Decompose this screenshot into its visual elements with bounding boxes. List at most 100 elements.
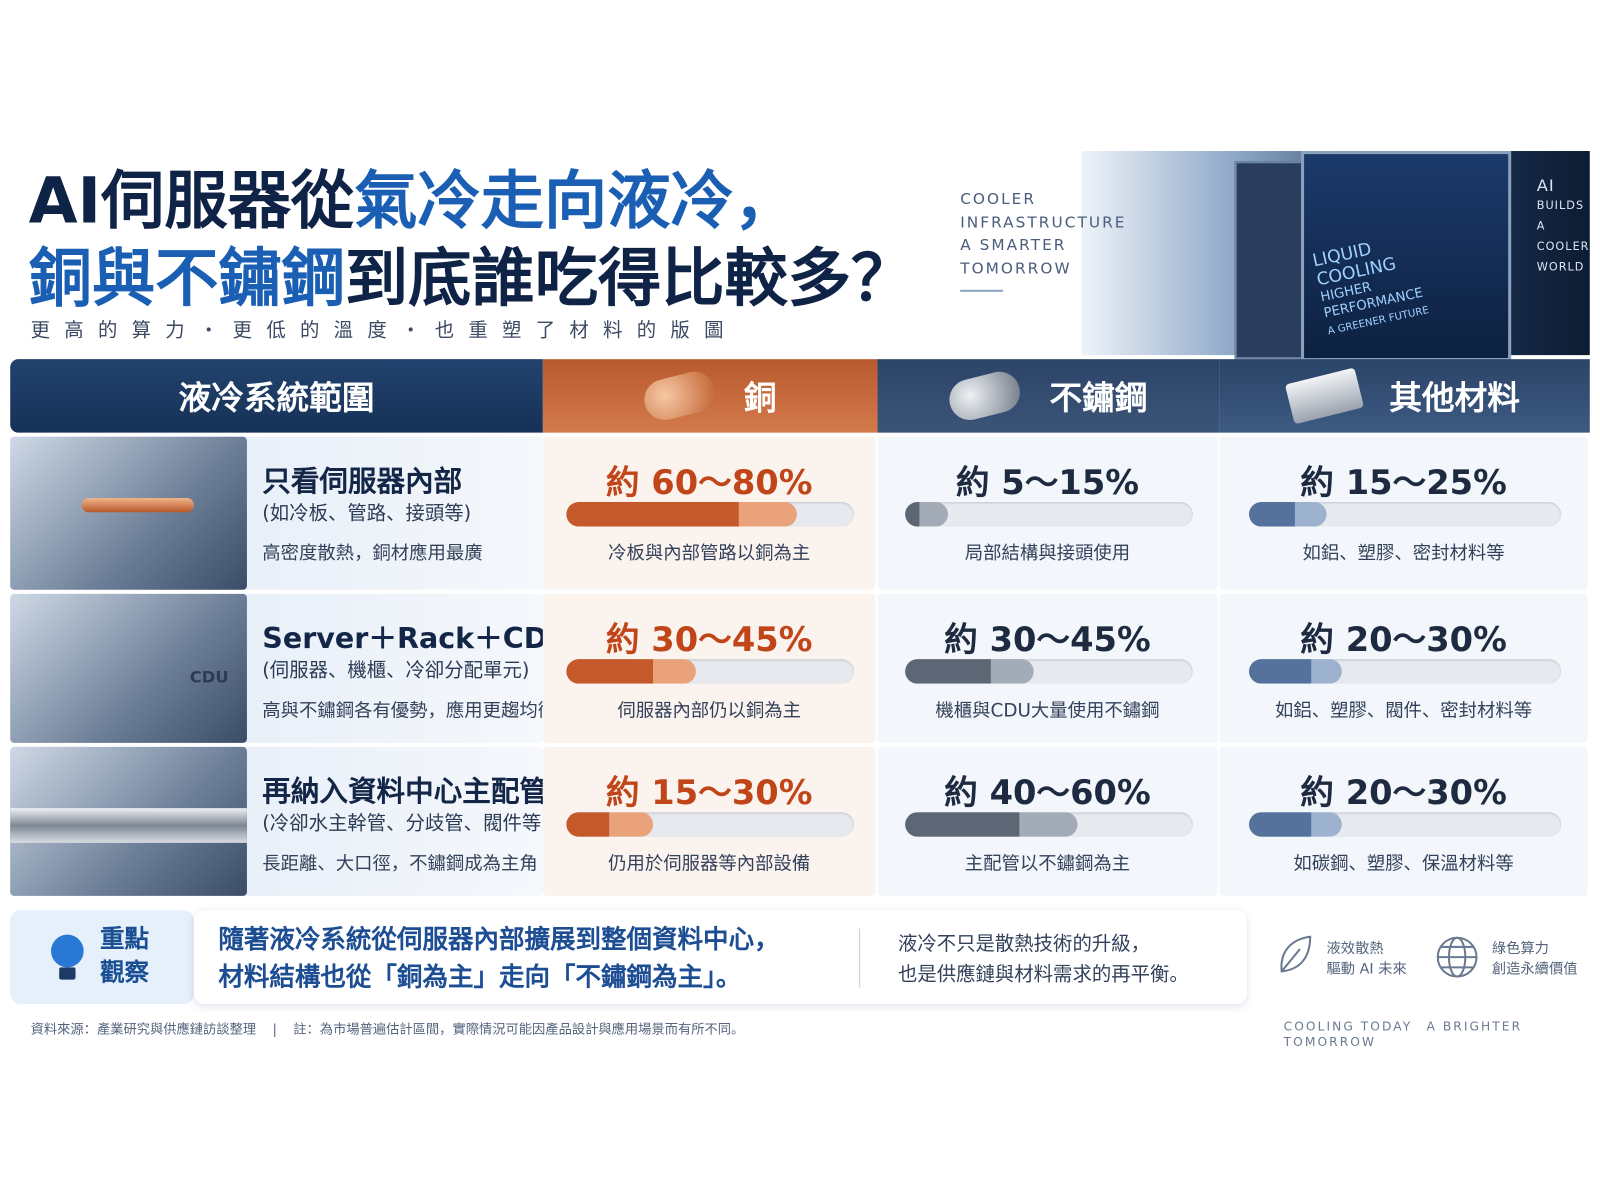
leaf-icon — [1280, 935, 1312, 973]
material-icon — [1285, 367, 1365, 425]
row-desc: 高密度散熱，銅材應用最廣 — [262, 542, 483, 565]
bar-track — [904, 812, 1193, 837]
badge-line: 觀察 — [99, 958, 149, 987]
title-highlight: 銅與不鏽鋼 — [28, 240, 345, 316]
row-name: Server＋Rack＋CDU — [262, 621, 571, 656]
corner-line: WORLD — [1536, 260, 1585, 274]
copper-pipe — [81, 497, 194, 513]
footer-tagline: COOLING TODAY A BRIGHTER TOMORROW — [1283, 1019, 1523, 1049]
bar-track — [904, 659, 1193, 684]
bar-low — [1248, 659, 1311, 684]
range-label: 約 20～30% — [1300, 772, 1507, 813]
screen-text: LIQUID COOLING HIGHER PERFORMANCE A GREENER … — [1311, 231, 1431, 341]
range-label: 約 20～30% — [1300, 619, 1507, 660]
bar-track — [566, 812, 855, 837]
cell: 約 20～30% 如碳鋼、塑膠、保溫材料等 — [1219, 746, 1588, 896]
title-text: 到底誰吃得比較多？ — [344, 240, 915, 316]
tagline-line: TOMORROW — [960, 258, 1072, 278]
bar-track — [1248, 812, 1561, 837]
row-desc: 長距離、大口徑，不鏽鋼成為主角 — [262, 853, 538, 875]
bar-low — [566, 812, 610, 837]
bulb-icon — [51, 934, 84, 980]
title-line2: 銅與不鏽鋼到底誰吃得比較多？ — [29, 241, 915, 317]
range-label: 約 30～45% — [944, 619, 1151, 660]
corner-line: BUILDS — [1536, 198, 1585, 213]
steel-pipe — [10, 808, 247, 843]
cell: 約 30～45% 伺服器內部仍以銅為主 — [542, 593, 876, 743]
cell: 約 15～30% 仍用於伺服器等內部設備 — [542, 746, 876, 896]
cell: 約 30～45% 機櫃與CDU大量使用不鏽鋼 — [877, 593, 1218, 743]
source: 資料來源：產業研究與供應鏈訪談整理 — [30, 1022, 257, 1038]
main-line: 材料結構也從「銅為主」走向「不鏽鋼為主」。 — [218, 962, 742, 992]
material-icon — [945, 367, 1025, 425]
globe-icon — [1436, 936, 1478, 978]
header-label: 不鏽鋼 — [1049, 378, 1148, 418]
subtitle: 更高的算力・更低的溫度・也重塑了材料的版圖 — [30, 319, 738, 342]
title-line1: AI伺服器從氣冷走向液冷， — [29, 163, 797, 239]
divider — [859, 928, 861, 988]
side-line: 也是供應鏈與材料需求的再平衡。 — [897, 963, 1189, 986]
bar-track — [566, 659, 855, 684]
cell: 約 15～25% 如鋁、塑膠、密封材料等 — [1219, 436, 1588, 590]
row-name: 再納入資料中心主配管 — [262, 774, 548, 809]
icon-line: 創造永續價值 — [1491, 961, 1578, 978]
cell: 約 5～15% 局部結構與接頭使用 — [877, 436, 1218, 590]
bar-low — [904, 502, 919, 527]
cell-note: 冷板與內部管路以銅為主 — [608, 542, 811, 565]
bar-track — [1248, 659, 1561, 684]
cell-note: 機櫃與CDU大量使用不鏽鋼 — [935, 699, 1160, 722]
header-label: 液冷系統範圍 — [178, 378, 375, 418]
bar-low — [904, 812, 1020, 837]
row-image — [10, 746, 247, 896]
insight-main: 隨著液冷系統從伺服器內部擴展到整個資料中心， 材料結構也從「銅為主」走向「不鏽鋼為… — [218, 920, 779, 996]
row-desc: 高與不鏽鋼各有優勢，應用更趨均衡 — [262, 699, 557, 722]
badge-text: 重點 觀察 — [100, 922, 149, 989]
row-image: CDU — [10, 593, 247, 743]
footer-notes: 資料來源：產業研究與供應鏈訪談整理 | 註：為市場普遍估計區間，實際情況可能因產品設… — [30, 1022, 745, 1038]
tagline-line: A SMARTER — [960, 235, 1067, 255]
column-header: 液冷系統範圍 — [10, 359, 543, 433]
main-line: 隨著液冷系統從伺服器內部擴展到整個資料中心， — [218, 924, 780, 955]
corner-line: A COOLER — [1536, 219, 1590, 254]
rack-door: LIQUID COOLING HIGHER PERFORMANCE A GREENER … — [1301, 151, 1512, 362]
cell: 約 60～80% 冷板與內部管路以銅為主 — [542, 436, 876, 590]
bar-low — [566, 659, 653, 684]
icon-line: 綠色算力 — [1491, 940, 1549, 958]
insight-badge: 重點 觀察 — [10, 910, 194, 1005]
header-label: 其他材料 — [1389, 378, 1520, 418]
header-label: 銅 — [743, 378, 777, 418]
cell: 約 40～60% 主配管以不鏽鋼為主 — [877, 746, 1218, 896]
title-highlight: 氣冷走向液冷， — [354, 163, 798, 238]
rule — [960, 289, 1004, 292]
cdu-label: CDU — [189, 667, 229, 687]
range-label: 約 30～45% — [605, 619, 813, 660]
cell-note: 局部結構與接頭使用 — [964, 542, 1131, 565]
row-image — [10, 436, 247, 590]
tagline-line: INFRASTRUCTURE — [960, 212, 1127, 232]
title-text: AI伺服器從 — [28, 163, 355, 238]
material-icon — [639, 367, 720, 425]
badge-line: 重點 — [99, 924, 149, 954]
bar-low — [904, 659, 991, 684]
row-sub: (冷卻水主幹管、分歧管、閥件等) — [262, 812, 549, 835]
cell-note: 如鋁、塑膠、閥件、密封材料等 — [1274, 699, 1533, 722]
corner-line: AI — [1536, 175, 1555, 195]
range-label: 約 5～15% — [955, 462, 1139, 503]
row-sub: (如冷板、管路、接頭等) — [262, 502, 472, 525]
bar-low — [1248, 812, 1311, 837]
bar-track — [904, 502, 1193, 527]
column-header: 銅 — [542, 359, 878, 433]
side-line: 液冷不只是散熱技術的升級， — [897, 932, 1151, 956]
bar-low — [1248, 502, 1296, 527]
cell-note: 伺服器內部仍以銅為主 — [617, 699, 802, 722]
column-header: 不鏽鋼 — [877, 359, 1220, 433]
row-sub: (伺服器、機櫃、冷卻分配單元) — [262, 659, 530, 682]
row-name: 只看伺服器內部 — [262, 464, 463, 498]
icon-line: 驅動 AI 未來 — [1326, 961, 1407, 978]
bar-track — [1248, 502, 1561, 527]
icon-text: 綠色算力創造永續價值 — [1492, 939, 1578, 980]
hero-image: LIQUID COOLING HIGHER PERFORMANCE A GREENER … — [1081, 151, 1590, 362]
icon-line: 液效散熱 — [1326, 940, 1384, 958]
column-header: 其他材料 — [1219, 359, 1590, 433]
range-label: 約 15～25% — [1300, 462, 1507, 503]
